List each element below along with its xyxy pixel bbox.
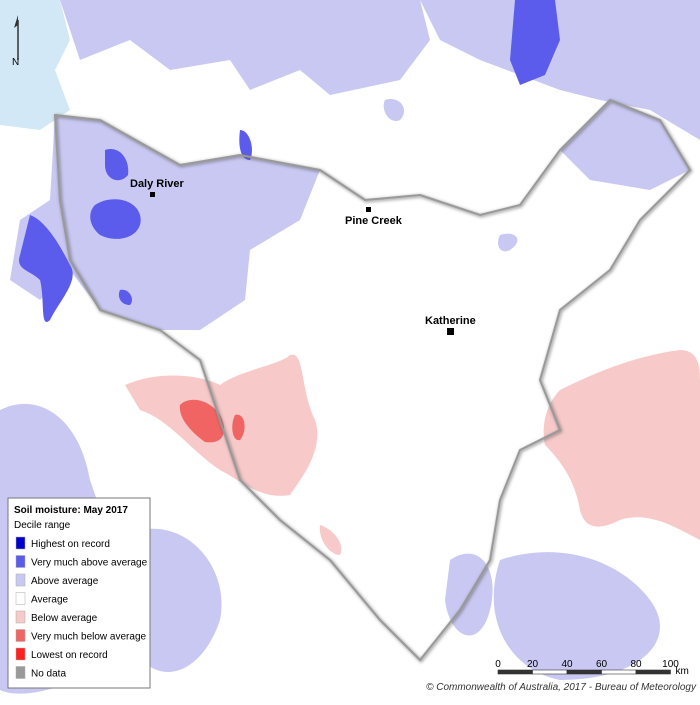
scale-label: 40	[561, 659, 573, 670]
scale-segment	[532, 669, 568, 675]
scale-unit: km	[676, 666, 689, 677]
place-label: Daly River	[130, 178, 185, 190]
place-marker	[366, 207, 371, 212]
scale-label: 80	[630, 659, 642, 670]
legend-swatch	[15, 555, 26, 568]
legend-label: Below average	[31, 613, 98, 624]
legend-label: Highest on record	[31, 539, 110, 550]
scale-segment	[601, 669, 637, 675]
scale-segment	[566, 669, 602, 675]
legend-swatch	[15, 592, 26, 605]
legend-swatch	[15, 536, 26, 550]
credit: © Commonwealth of Australia, 2017 - Bure…	[426, 682, 697, 693]
legend-swatch	[15, 666, 26, 679]
legend-subtitle: Decile range	[14, 520, 71, 531]
legend-label: Very much above average	[31, 558, 148, 569]
north-arrow: N	[12, 15, 19, 68]
legend-label: Very much below average	[31, 632, 147, 643]
legend-swatch	[15, 629, 26, 642]
catchment-boundary	[53, 98, 692, 662]
place-marker	[150, 192, 155, 197]
legend-label: No data	[31, 669, 66, 680]
north-label: N	[12, 57, 19, 68]
place-label: Katherine	[425, 315, 476, 327]
place-marker	[447, 328, 454, 335]
north-arrow-head	[14, 15, 18, 28]
legend-label: Lowest on record	[31, 650, 108, 661]
scale-label: 0	[495, 659, 501, 670]
legend-title: Soil moisture: May 2017	[14, 505, 128, 516]
scale-label: 20	[527, 659, 539, 670]
legend-label: Average	[31, 595, 69, 606]
legend-swatch	[15, 610, 26, 624]
place-label: Pine Creek	[345, 215, 403, 227]
very-much-above-areas	[19, 0, 560, 322]
very-much-below-areas	[179, 399, 245, 443]
scale-label: 60	[596, 659, 608, 670]
legend-label: Above average	[31, 576, 99, 587]
scale-label: 100	[662, 659, 679, 670]
legend-swatch	[15, 573, 26, 587]
legend: Soil moisture: May 2017 Decile range Hig…	[7, 497, 151, 689]
scale-segment	[497, 669, 533, 675]
scale-segment	[635, 669, 671, 675]
legend-box	[7, 497, 151, 689]
legend-swatch	[15, 647, 26, 661]
